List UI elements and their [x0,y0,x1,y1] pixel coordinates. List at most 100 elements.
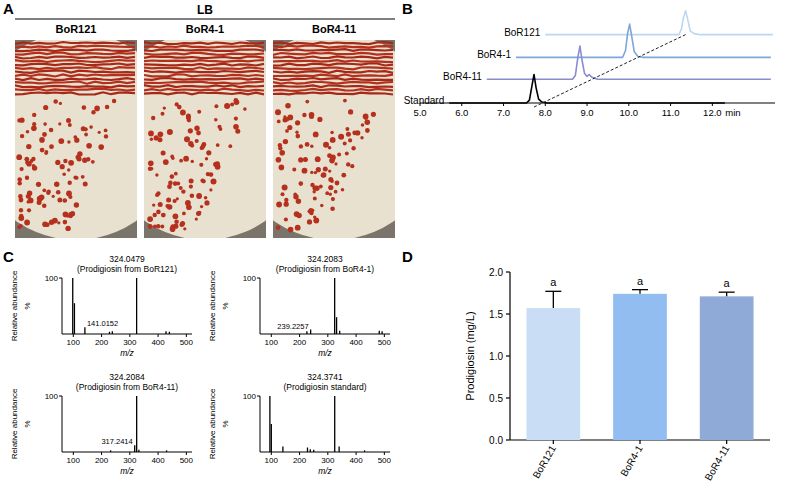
spectrum-peak [282,446,283,452]
x-tick-label: 100 [265,338,279,347]
colony [27,208,31,212]
x-tick [327,334,328,337]
streak [15,57,135,59]
colony [66,118,71,123]
streak [15,78,135,80]
series-label: BoR4-1 [477,49,511,60]
spectrum-peak [110,450,111,452]
colony [189,179,194,184]
streak [144,57,264,59]
error-cap [632,289,648,290]
colony [18,215,24,221]
colony [36,182,41,187]
colony [158,137,163,142]
colony [314,186,319,191]
y-tick [506,271,510,272]
colony [196,131,201,136]
colony [309,114,314,119]
colony [16,154,22,160]
streak [273,67,393,69]
colony [292,167,296,171]
colony [181,189,185,193]
colony [285,117,290,122]
colony [309,208,313,212]
colony [74,202,79,207]
colony [39,137,45,143]
streak [15,71,135,73]
series-label: BoR4-11 [443,71,482,82]
x-tick-label: 9.0 [580,107,593,118]
x-tick-label: 300 [123,338,137,347]
colony [211,178,217,184]
colony [161,112,165,116]
colony [26,130,30,134]
streak [144,71,264,73]
colony [18,194,23,199]
x-tick [129,452,130,455]
colony [24,157,29,162]
streak [273,74,393,76]
colony [25,176,29,180]
x-tick [299,334,300,337]
colony [204,196,208,200]
y-tick [257,278,260,279]
y-axis [62,278,63,334]
colony [58,122,61,125]
error-cap [545,291,561,292]
colony [279,150,285,156]
y-axis-title: Prodigiosin (mg/L) [464,311,476,400]
spectrum-peak [134,445,135,452]
colony [335,181,340,186]
x-tick-label: 100 [67,456,81,465]
colony [68,181,72,185]
spectrum-subtitle: (Prodigiosin from BoR121) [77,264,177,274]
panel-c: C324.0479(Prodigiosin from BoR121)100200… [3,248,392,476]
x-axis [62,334,192,335]
colony [224,103,230,109]
colony [343,99,347,103]
x-tick [73,452,74,455]
spectrum-title: 324.2083 [307,254,343,264]
colony [200,205,203,208]
spectrum-peak [310,449,311,452]
colony [315,156,321,162]
colony [295,131,298,134]
streak [273,60,393,62]
colony [348,109,353,114]
x-axis-title: m/z [318,348,332,358]
streak [15,85,135,87]
colony [150,167,153,170]
colony [284,202,289,207]
figure: ALBBoR121BoR4-1BoR4-11B5.06.07.08.09.010… [0,0,790,495]
x-tick-label: 100 [67,338,81,347]
colony [77,157,82,162]
colony [52,195,55,198]
colony [179,186,183,190]
colony [331,197,335,201]
x-tick-label: 5.0 [413,107,426,118]
x-tick-label: 200 [293,456,307,465]
colony [89,125,93,129]
x-tick [101,334,102,337]
spectrum-peak [109,332,110,334]
colony [52,218,58,224]
colony [26,161,32,167]
colony [180,110,186,116]
y-axis-title: Relative abundance [208,388,217,459]
colony [287,125,292,130]
streak [273,49,393,51]
colony [105,105,110,110]
colony [66,191,72,197]
x-tick-label: 6.0 [455,107,468,118]
colony [67,168,70,171]
streak [15,53,135,55]
colony [188,128,193,133]
colony [346,132,351,137]
colony [37,200,42,205]
y-tick-label: 0.0 [489,435,503,446]
colony [313,218,319,224]
spectrum-peak [336,317,337,334]
colony [323,142,329,148]
y-tick-label: 0.5 [489,393,503,404]
colony [204,200,209,205]
